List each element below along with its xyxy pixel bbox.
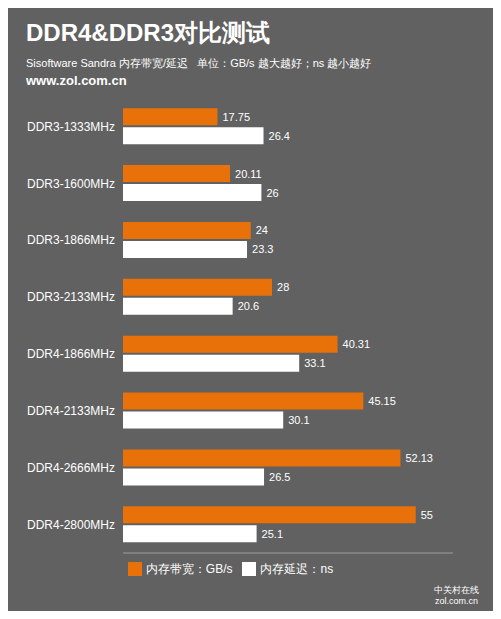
html-text:内存带宽：GB/s: 内存带宽：GB/s <box>145 562 233 576</box>
svg-text:DDR4-2666MHz: DDR4-2666MHz <box>27 461 115 475</box>
svg-text:24: 24 <box>256 224 268 236</box>
svg-text:17.75: 17.75 <box>222 111 250 123</box>
svg-text:DDR3-2133MHz: DDR3-2133MHz <box>27 290 115 304</box>
svg-text:DDR4-2133MHz: DDR4-2133MHz <box>27 404 115 418</box>
svg-text:52.13: 52.13 <box>405 452 433 464</box>
html-text:内存延迟：ns: 内存延迟：ns <box>260 562 334 576</box>
svg-text:30.1: 30.1 <box>288 414 309 426</box>
svg-text:20.6: 20.6 <box>238 300 259 312</box>
svg-text:DDR3-1866MHz: DDR3-1866MHz <box>27 233 115 247</box>
svg-text:DDR3-1333MHz: DDR3-1333MHz <box>27 120 115 134</box>
svg-text:26.5: 26.5 <box>269 471 290 483</box>
svg-text:45.15: 45.15 <box>368 395 396 407</box>
html-text:zol.com.cn: zol.com.cn <box>435 596 478 606</box>
html-text:中关村在线: 中关村在线 <box>434 585 479 595</box>
svg-text:26: 26 <box>266 187 278 199</box>
svg-text:25.1: 25.1 <box>262 528 283 540</box>
svg-text:40.31: 40.31 <box>343 338 371 350</box>
svg-text:DDR4-1866MHz: DDR4-1866MHz <box>27 347 115 361</box>
html-text:www.zol.com.cn: www.zol.com.cn <box>26 73 127 88</box>
svg-text:28: 28 <box>277 281 289 293</box>
svg-text:33.1: 33.1 <box>304 357 325 369</box>
html-text:DDR4&DDR3对比测试: DDR4&DDR3对比测试 <box>26 19 270 46</box>
svg-text:23.3: 23.3 <box>252 243 273 255</box>
svg-text:55: 55 <box>421 509 433 521</box>
svg-text:26.4: 26.4 <box>269 130 290 142</box>
svg-text:DDR4-2800MHz: DDR4-2800MHz <box>27 518 115 532</box>
svg-text:20.11: 20.11 <box>235 168 262 180</box>
html-text:Sisoftware Sandra 内存带宽/延迟 单位：G: Sisoftware Sandra 内存带宽/延迟 单位：GB/s 越大越好；n… <box>26 57 372 69</box>
svg-text:DDR3-1600MHz: DDR3-1600MHz <box>27 177 115 191</box>
